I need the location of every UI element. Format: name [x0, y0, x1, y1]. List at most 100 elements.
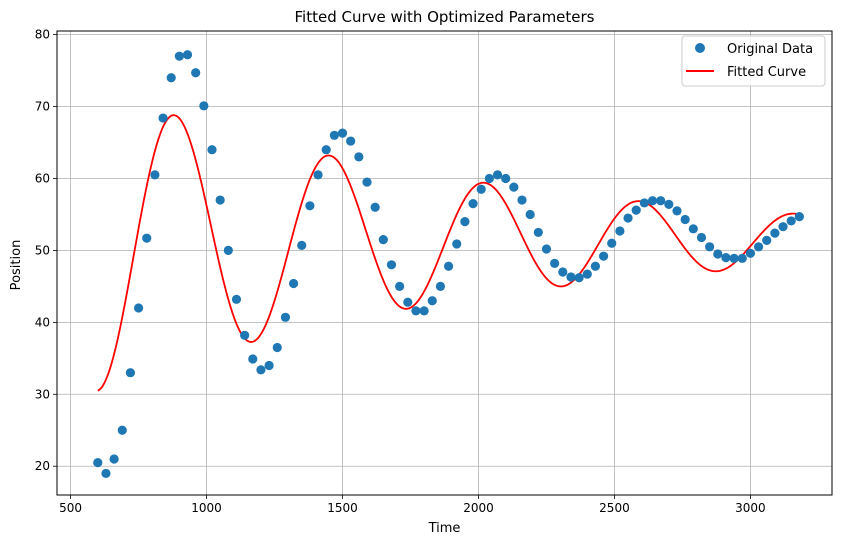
- data-point: [745, 248, 756, 258]
- original-data-series: [93, 50, 804, 479]
- data-point: [615, 226, 625, 236]
- data-point: [395, 281, 405, 291]
- legend: Original Data Fitted Curve: [681, 35, 826, 87]
- data-point: [280, 312, 291, 322]
- data-point: [533, 227, 543, 238]
- data-point: [370, 202, 380, 212]
- y-tick-label: 50: [35, 243, 50, 257]
- data-point: [354, 152, 364, 162]
- data-point: [737, 253, 747, 263]
- data-point: [158, 113, 168, 123]
- data-point: [305, 201, 315, 211]
- y-tick-label: 70: [35, 100, 50, 114]
- data-point: [174, 51, 184, 61]
- y-tick-label: 80: [35, 28, 50, 42]
- y-tick-label: 60: [35, 171, 50, 185]
- legend-frame: [681, 35, 826, 87]
- legend-label-fitted-curve: Fitted Curve: [727, 65, 806, 80]
- data-point: [452, 239, 462, 249]
- data-point: [631, 205, 641, 215]
- data-point: [623, 213, 633, 223]
- data-point: [517, 195, 527, 205]
- data-point: [525, 209, 535, 220]
- data-point: [191, 68, 201, 78]
- data-point: [166, 73, 176, 83]
- legend-marker-original-data: [695, 43, 705, 53]
- data-point: [656, 196, 666, 206]
- data-point: [476, 184, 486, 194]
- axis-ticks: 500 1000 1500 2000 2500 3000 20 30 40 50 60 70 80: [35, 28, 766, 515]
- data-point: [492, 170, 503, 180]
- data-point: [248, 354, 258, 364]
- data-point: [794, 212, 804, 222]
- data-point: [362, 177, 372, 187]
- data-point: [297, 240, 307, 250]
- data-point: [566, 272, 576, 282]
- data-point: [125, 368, 136, 378]
- data-point: [484, 173, 494, 184]
- data-point: [574, 273, 584, 283]
- x-tick-label: 2000: [463, 501, 494, 515]
- data-point: [378, 235, 388, 245]
- plot-frame: [56, 30, 833, 496]
- data-point: [680, 214, 690, 225]
- data-point: [435, 281, 446, 291]
- data-point: [264, 360, 274, 371]
- data-point: [688, 224, 698, 234]
- data-point: [207, 145, 217, 155]
- data-point: [321, 145, 331, 155]
- data-point: [150, 170, 160, 180]
- data-point: [664, 199, 674, 209]
- data-point: [550, 258, 560, 268]
- data-point: [582, 269, 592, 279]
- data-point: [558, 267, 568, 277]
- data-point: [786, 216, 796, 226]
- data-point: [778, 222, 788, 232]
- data-point: [696, 232, 707, 243]
- data-point: [101, 468, 111, 479]
- data-point: [647, 196, 658, 206]
- data-point: [672, 206, 682, 216]
- data-point: [337, 128, 348, 138]
- data-point: [705, 242, 715, 252]
- data-point: [117, 425, 127, 435]
- data-point: [403, 297, 413, 307]
- data-point: [639, 198, 649, 208]
- data-point: [313, 170, 323, 180]
- y-tick-label: 20: [35, 459, 50, 473]
- data-point: [598, 251, 609, 261]
- data-point: [762, 235, 772, 245]
- data-point: [607, 238, 617, 248]
- x-tick-label: 1000: [191, 501, 222, 515]
- data-point: [142, 233, 152, 243]
- x-tick-label: 500: [59, 501, 82, 515]
- data-point: [590, 261, 601, 271]
- data-point: [329, 130, 339, 140]
- data-point: [272, 342, 282, 353]
- data-point: [770, 228, 780, 238]
- data-point: [231, 294, 242, 304]
- y-tick-label: 40: [35, 315, 50, 329]
- data-point: [256, 365, 266, 375]
- data-point: [182, 50, 193, 60]
- data-point: [427, 296, 437, 306]
- grid: [57, 31, 832, 495]
- data-point: [411, 306, 421, 316]
- data-point: [199, 101, 209, 111]
- x-axis-label: Time: [428, 521, 461, 536]
- fitted-curve-line: [97, 114, 800, 392]
- data-point: [419, 306, 429, 316]
- x-tick-label: 2500: [599, 501, 630, 515]
- data-point: [541, 244, 552, 254]
- legend-label-original-data: Original Data: [727, 42, 813, 57]
- data-point: [386, 260, 397, 270]
- y-tick-label: 30: [35, 387, 50, 401]
- data-point: [460, 217, 470, 227]
- data-point: [346, 136, 356, 146]
- data-point: [509, 182, 519, 192]
- data-point: [133, 303, 144, 313]
- data-point: [721, 253, 731, 263]
- x-tick-label: 1500: [327, 501, 358, 515]
- data-point: [501, 173, 511, 184]
